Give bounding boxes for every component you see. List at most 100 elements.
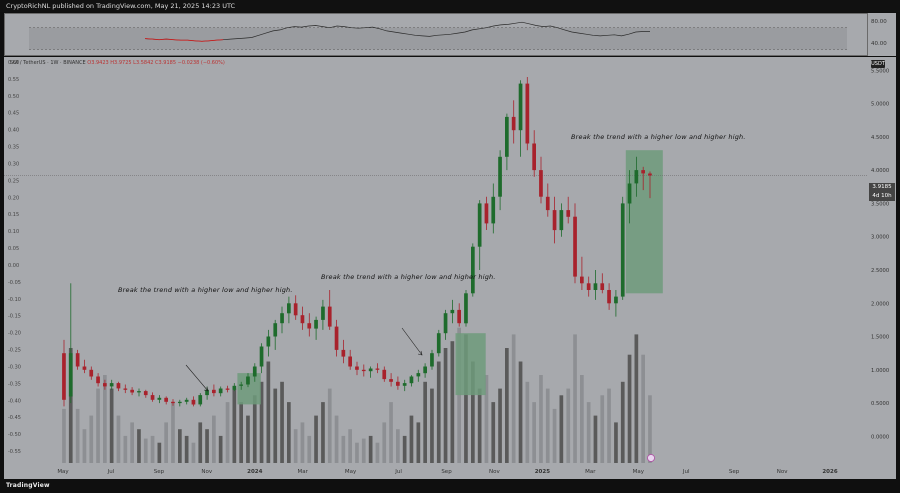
candle-body <box>96 376 100 384</box>
candle <box>627 170 632 224</box>
price-tick-label-7: 2.0000 <box>871 301 889 307</box>
volume-bar <box>293 429 298 463</box>
volume-bar <box>266 361 271 463</box>
candle-body <box>552 210 557 231</box>
candle <box>532 130 536 177</box>
candle-body <box>314 319 318 329</box>
left-tick-label-10: 0.10 <box>8 229 19 235</box>
price-tick-label-0: 5.5000 <box>871 68 889 74</box>
volume-bar <box>620 381 625 463</box>
volume-bar <box>123 435 128 463</box>
candle-body <box>593 283 598 290</box>
volume-bar <box>539 375 543 463</box>
volume-bar <box>641 354 645 463</box>
volume-bar <box>150 435 155 463</box>
candle-body <box>634 170 639 184</box>
volume-bar <box>552 408 557 463</box>
left-tick-label-21: -0.45 <box>8 415 21 421</box>
candle <box>130 387 134 396</box>
candle <box>396 376 400 390</box>
time-tick-label-14: Sep <box>729 469 740 475</box>
time-tick-label-10: 2025 <box>535 469 550 475</box>
candle <box>252 363 257 382</box>
candle <box>293 295 298 320</box>
left-tick-label-20: -0.40 <box>8 398 21 404</box>
candle-body <box>82 366 87 370</box>
left-tick-label-0: 0.60 <box>8 60 19 66</box>
price-tick-label-10: 0.5000 <box>871 401 889 407</box>
left-tick-label-17: -0.25 <box>8 348 21 354</box>
candle-body <box>457 309 461 324</box>
price-axis[interactable]: 5.5000 5.0000 4.5000 4.0000 3.5000 3.0000 2.50… <box>868 57 896 463</box>
volume-bar <box>62 408 66 463</box>
volume-bar <box>157 442 162 463</box>
candle <box>123 384 128 394</box>
candle-body <box>518 83 523 131</box>
price-tick-label-9: 1.0000 <box>871 368 889 374</box>
candle-body <box>62 353 66 400</box>
candle <box>198 393 203 407</box>
candle <box>314 316 318 340</box>
candlestick-chart[interactable]: 0.60 0.55 0.50 0.45 0.40 0.35 0.30 0.25 0.20 0.15… <box>4 57 868 463</box>
volume-bar <box>212 415 216 463</box>
candle <box>559 203 564 237</box>
volume-bar <box>532 402 536 463</box>
open-value: O3.9423 <box>87 60 109 66</box>
volume-bar <box>246 415 250 463</box>
candle-body <box>484 203 489 224</box>
candle <box>600 273 605 294</box>
candle-body <box>464 293 468 324</box>
volume-bar <box>327 388 332 463</box>
candle-body <box>341 349 346 357</box>
price-tick-label-3: 4.0000 <box>871 168 889 174</box>
volume-bar <box>409 415 414 463</box>
candle-body <box>532 143 536 171</box>
candle <box>484 196 489 230</box>
volume-bar <box>614 422 618 463</box>
candle <box>389 373 393 387</box>
candle <box>334 319 339 357</box>
time-axis[interactable]: May Jul Sep Nov 2024 Mar May Jul Sep Nov 2025 Mar Ma… <box>4 463 896 479</box>
rsi-tick-label-1: 40.00 <box>871 41 887 47</box>
candle <box>545 183 550 217</box>
rsi-chart <box>29 21 847 50</box>
candle <box>471 243 475 297</box>
last-price-label: 3.9185 <box>872 184 892 190</box>
time-tick-label-15: Nov <box>777 469 788 475</box>
candle <box>150 392 155 402</box>
currency-badge[interactable]: USDT <box>871 60 885 68</box>
volume-bar <box>382 422 387 463</box>
volume-bar <box>648 395 652 463</box>
annotation-arrow-2 <box>401 327 423 356</box>
volume-bar <box>430 388 434 463</box>
candle <box>287 296 291 324</box>
candle-body <box>212 389 216 394</box>
countdown-label: 4d 10h <box>872 193 892 199</box>
volume-bar <box>566 388 571 463</box>
volume-bar <box>471 361 475 463</box>
candle <box>607 283 611 310</box>
candle-body <box>293 303 298 316</box>
annotation-2: Break the trend with a higher low and hi… <box>321 273 496 281</box>
event-marker-icon <box>647 454 655 462</box>
volume-bar <box>307 435 312 463</box>
candle <box>280 306 284 334</box>
time-tick-label-9: Nov <box>489 469 500 475</box>
volume-bar <box>600 395 605 463</box>
price-tick-label-5: 3.0000 <box>871 235 889 241</box>
candle-body <box>321 306 325 320</box>
volume-bar <box>450 341 455 463</box>
candle-body <box>150 395 155 400</box>
candle-body <box>239 384 243 386</box>
candle <box>525 77 530 151</box>
candle-body <box>430 353 434 367</box>
annotation-arrowhead-2 <box>417 350 423 356</box>
candle-body <box>103 383 107 387</box>
candle <box>143 389 148 398</box>
left-tick-label-12: 0.00 <box>8 263 19 269</box>
candle-body <box>580 276 584 284</box>
time-tick-label-5: Mar <box>298 469 309 475</box>
candle <box>450 299 455 324</box>
volume-bar <box>593 415 598 463</box>
left-tick-label-14: -0.10 <box>8 297 21 303</box>
